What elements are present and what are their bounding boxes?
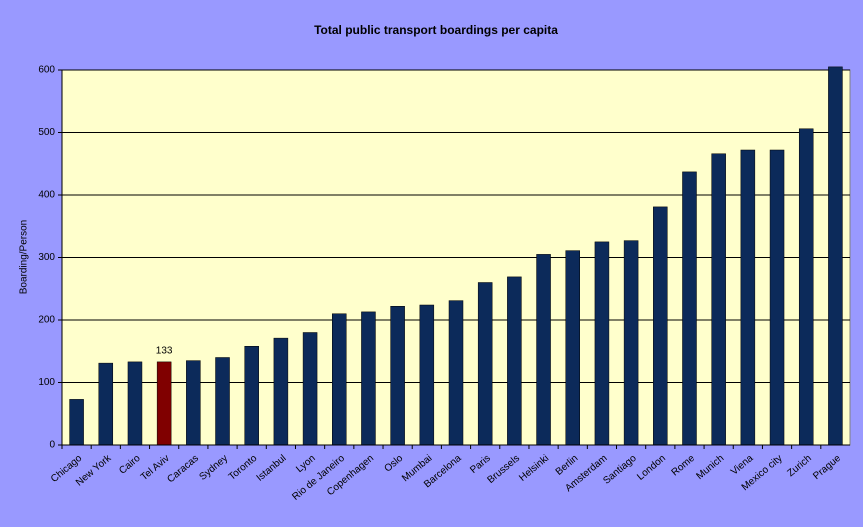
bar: [273, 337, 289, 446]
bar: [507, 276, 522, 446]
bar: [594, 241, 610, 446]
bar: [215, 357, 230, 446]
y-tick-label: 200: [38, 315, 55, 326]
bar: [98, 362, 114, 446]
bar: [477, 282, 493, 446]
y-tick-label: 100: [38, 377, 55, 388]
bar: [536, 254, 551, 446]
y-tick-label: 500: [38, 127, 55, 138]
y-tick-label: 400: [38, 190, 55, 201]
bar: [332, 313, 347, 446]
bar: [623, 240, 639, 446]
bar: [565, 250, 580, 446]
bar: [390, 306, 405, 446]
bar: [798, 128, 814, 446]
bar: [69, 399, 84, 446]
bar: [244, 346, 259, 446]
chart-title: Total public transport boardings per cap…: [314, 23, 558, 37]
bar: [682, 171, 697, 446]
bar: [769, 149, 785, 446]
bar: [156, 361, 172, 446]
y-tick-label: 0: [49, 440, 55, 451]
bar: [653, 206, 668, 446]
bar: [186, 360, 201, 446]
bar: [448, 300, 464, 446]
y-axis-label: Boarding/Person: [19, 220, 30, 295]
y-tick-label: 300: [38, 252, 55, 263]
bar: [419, 304, 435, 446]
data-label: 133: [156, 346, 173, 357]
bar: [711, 153, 726, 446]
bar: [828, 66, 843, 446]
bar: [740, 149, 756, 446]
bar: [361, 311, 376, 446]
y-tick-label: 600: [38, 65, 55, 76]
bar: [302, 332, 318, 446]
bar: [127, 361, 143, 446]
